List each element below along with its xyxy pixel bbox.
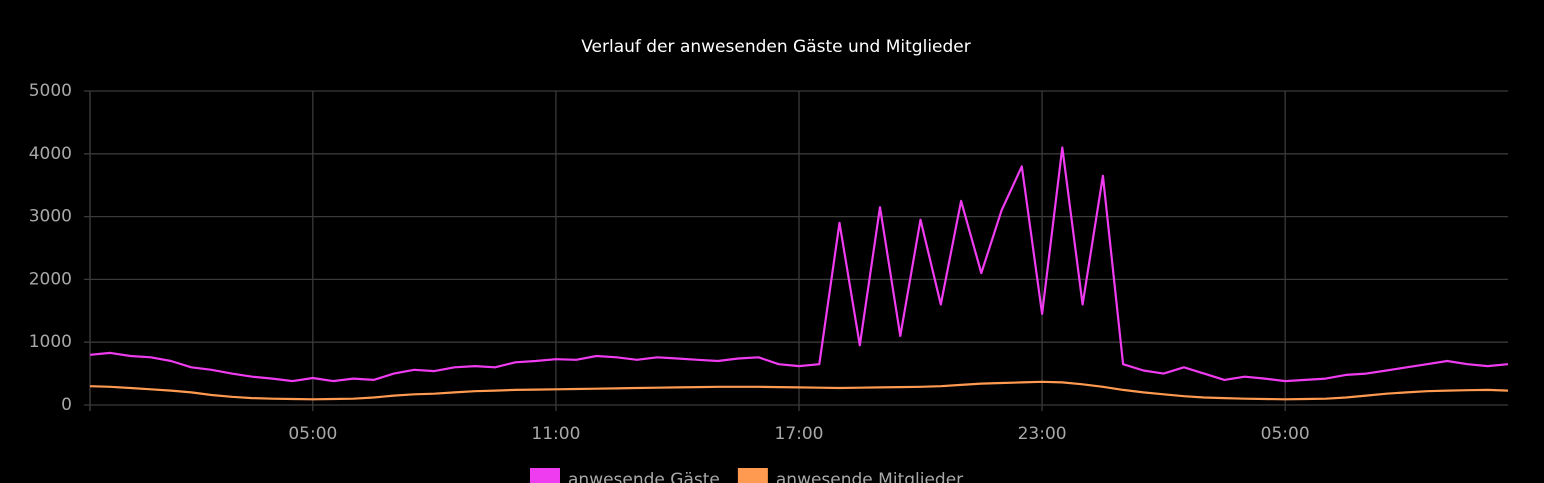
x-tick-label: 17:00 bbox=[775, 424, 824, 444]
x-tick-label: 11:00 bbox=[531, 424, 580, 444]
x-tick-label: 23:00 bbox=[1018, 424, 1067, 444]
y-tick-label: 3000 bbox=[29, 207, 72, 227]
y-tick-label: 2000 bbox=[29, 269, 72, 289]
series-line bbox=[89, 146, 1509, 383]
y-tick-label: 0 bbox=[61, 395, 72, 415]
x-tick-label: 05:00 bbox=[288, 424, 337, 444]
legend-label[interactable]: anwesende Mitglieder bbox=[776, 470, 963, 483]
legend-swatch[interactable] bbox=[737, 468, 768, 483]
y-tick-label: 5000 bbox=[29, 81, 72, 101]
y-tick-label: 4000 bbox=[29, 144, 72, 164]
series-line bbox=[89, 380, 1509, 401]
legend-label[interactable]: anwesende Gäste bbox=[568, 470, 720, 483]
x-tick-label: 05:00 bbox=[1261, 424, 1310, 444]
legend-swatch[interactable] bbox=[530, 468, 560, 483]
y-tick-label: 1000 bbox=[29, 332, 72, 352]
chart-title: Verlauf der anwesenden Gäste und Mitglie… bbox=[581, 37, 971, 57]
